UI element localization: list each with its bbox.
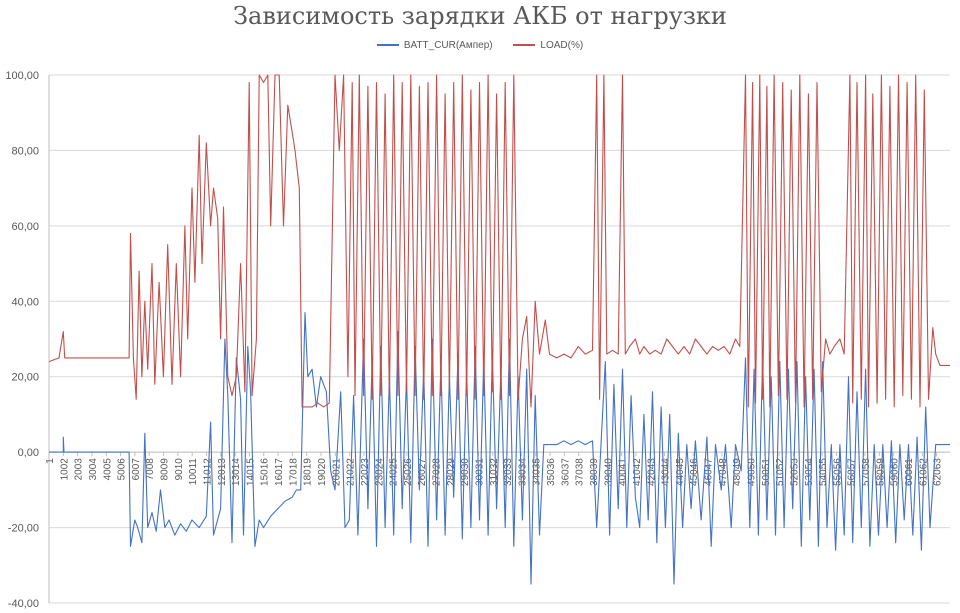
x-tick-label: 10011 [188,458,199,486]
x-tick-label: 28029 [446,458,457,486]
x-tick-label: 55056 [832,458,843,486]
x-tick-label: 37038 [575,458,586,486]
x-tick-label: 22023 [360,458,371,486]
x-tick-label: 50051 [761,458,772,486]
x-tick-label: 52053 [789,458,800,486]
gridlines [49,74,950,604]
x-tick-label: 30031 [474,458,485,486]
y-tick-label: 0,00 [18,447,39,459]
y-tick-label: 60,00 [11,221,39,233]
x-tick-label: 49050 [746,458,757,486]
y-tick-label: -40,00 [8,598,39,610]
x-tick-label: 4005 [102,458,113,481]
x-tick-label: 6007 [131,458,142,481]
x-axis: 1 1002 2003 3004 4005 5006 6007 7008 8009 9010 100… [45,451,950,486]
y-tick-label: -20,00 [8,523,39,535]
legend-item-batt-cur: BATT_CUR(Ампер) [376,40,493,51]
series-line-batt-cur [49,312,950,585]
x-tick-label: 33034 [517,458,528,486]
x-tick-label: 46047 [704,458,715,486]
x-tick-label: 24025 [389,458,400,486]
x-tick-label: 12013 [217,458,228,486]
x-tick-label: 32033 [503,458,514,486]
x-tick-label: 48049 [732,458,743,486]
x-tick-label: 43044 [661,458,672,486]
legend: BATT_CUR(Ампер) LOAD(%) [0,40,960,51]
x-tick-label: 3004 [88,458,99,481]
x-tick-label: 39040 [603,458,614,486]
x-tick-label: 54055 [818,458,829,486]
x-tick-label: 57058 [861,458,872,486]
x-tick-label: 27028 [432,458,443,486]
x-tick-label: 31032 [489,458,500,486]
x-tick-label: 42043 [646,458,657,486]
legend-swatch-batt-cur [376,44,399,47]
x-tick-label: 18019 [303,458,314,486]
legend-label-batt-cur: BATT_CUR(Ампер) [403,40,493,51]
legend-swatch-load [513,44,536,47]
y-tick-label: 40,00 [11,296,39,308]
x-tick-label: 1002 [59,458,70,481]
x-tick-label: 36037 [560,458,571,486]
x-tick-label: 56057 [847,458,858,486]
x-tick-label: 45046 [689,458,700,486]
x-tick-label: 16017 [274,458,285,486]
legend-label-load: LOAD(%) [540,40,584,51]
x-tick-label: 9010 [174,458,185,481]
x-tick-label: 59060 [890,458,901,486]
x-tick-label: 7008 [145,458,156,481]
x-tick-label: 25026 [403,458,414,486]
x-tick-label: 17018 [288,458,299,486]
x-tick-label: 13014 [231,458,242,486]
x-tick-label: 5006 [117,458,128,481]
x-tick-label: 1 [45,458,56,464]
x-tick-label: 58059 [875,458,886,486]
y-tick-label: 80,00 [11,145,39,157]
x-tick-label: 14015 [245,458,256,486]
x-tick-label: 35036 [546,458,557,486]
series-line-load [48,74,950,408]
x-tick-label: 41042 [632,458,643,486]
x-tick-label: 19020 [317,458,328,486]
series-layer [48,74,950,585]
x-tick-label: 53054 [804,458,815,486]
x-tick-label: 29030 [460,458,471,486]
chart-title: Зависимость зарядки АКБ от нагрузки [233,2,727,30]
y-tick-label: 20,00 [11,372,39,384]
y-axis: -40,00 -20,00 0,00 20,00 40,00 60,00 80,00 100,… [5,70,50,610]
x-tick-label: 40041 [618,458,629,486]
x-tick-label: 26027 [417,458,428,486]
y-tick-label: 100,00 [5,70,39,82]
x-tick-label: 51052 [775,458,786,486]
legend-item-load: LOAD(%) [513,40,583,51]
x-tick-label: 62063 [933,458,944,486]
x-tick-label: 15016 [260,458,271,486]
x-tick-label: 2003 [74,458,85,481]
x-tick-label: 20021 [331,458,342,486]
x-tick-label: 23024 [374,458,385,486]
x-tick-label: 8009 [160,458,171,481]
